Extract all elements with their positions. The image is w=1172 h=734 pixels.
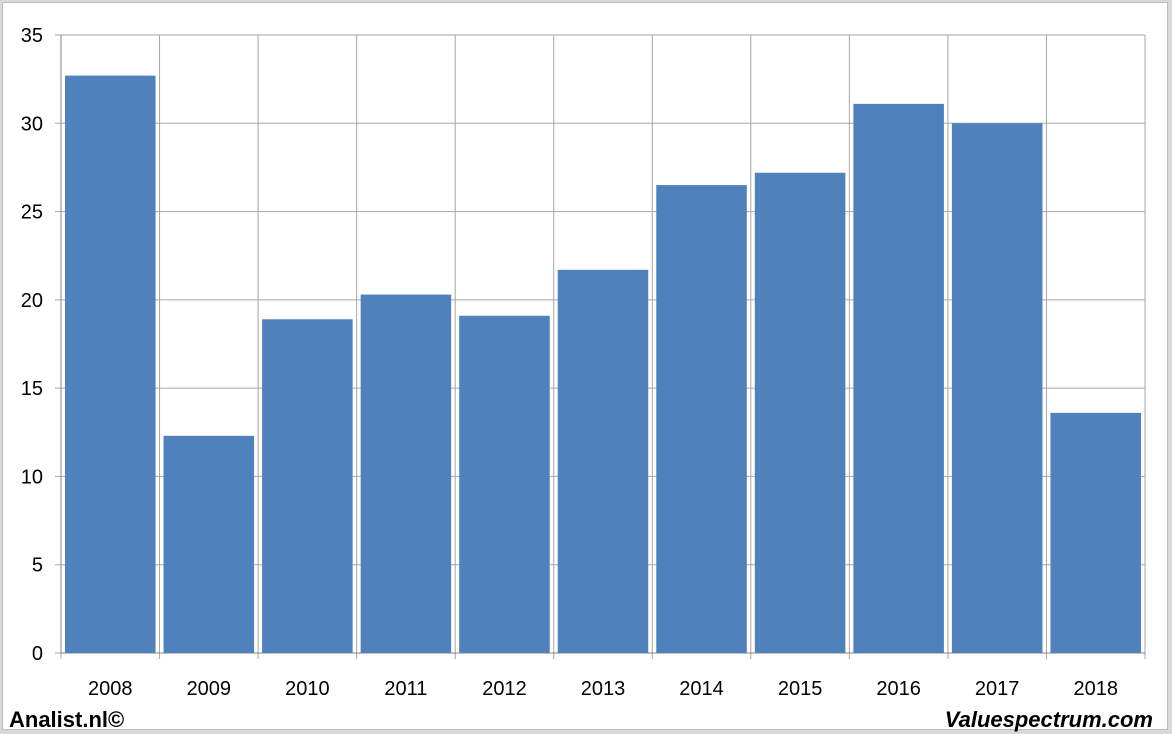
x-tick-label: 2013 <box>581 678 626 700</box>
y-tick-label: 25 <box>21 202 43 224</box>
bar-2008 <box>65 75 156 653</box>
y-tick-label: 20 <box>21 290 43 312</box>
y-tick-label: 15 <box>21 378 43 400</box>
x-tick-label: 2018 <box>1073 678 1118 700</box>
x-tick-label: 2008 <box>88 678 133 700</box>
bar-chart: 0 5 10 15 20 25 30 35 2008 2009 2010 2011 2012 2013 20… <box>21 25 1146 700</box>
bar-2010 <box>262 319 353 653</box>
bar-2009 <box>163 435 255 653</box>
x-tick-label: 2016 <box>876 678 921 700</box>
x-tick-label: 2010 <box>285 678 330 700</box>
footer-right-label: Valuespectrum.com <box>944 707 1153 732</box>
bar-2012 <box>459 315 550 653</box>
x-tick-label: 2012 <box>482 678 527 700</box>
bar-2018 <box>1050 412 1141 653</box>
x-tick-label: 2009 <box>187 678 232 700</box>
x-tick-label: 2014 <box>679 678 724 700</box>
y-tick-label: 0 <box>32 643 43 665</box>
bar-2013 <box>557 269 649 653</box>
x-tick-label: 2015 <box>778 678 823 700</box>
footer-left-label: Analist.nl© <box>9 707 125 732</box>
x-tick-label: 2017 <box>975 678 1020 700</box>
x-tick-label: 2011 <box>384 678 427 700</box>
bar-2017 <box>951 123 1043 654</box>
y-tick-label: 5 <box>32 555 43 577</box>
bar-2016 <box>853 103 944 653</box>
y-tick-label: 35 <box>21 25 43 47</box>
bar-2015 <box>754 172 846 653</box>
bar-2014 <box>656 185 747 654</box>
y-tick-label: 30 <box>21 113 43 135</box>
bar-2011 <box>360 294 452 653</box>
y-tick-label: 10 <box>21 466 43 488</box>
